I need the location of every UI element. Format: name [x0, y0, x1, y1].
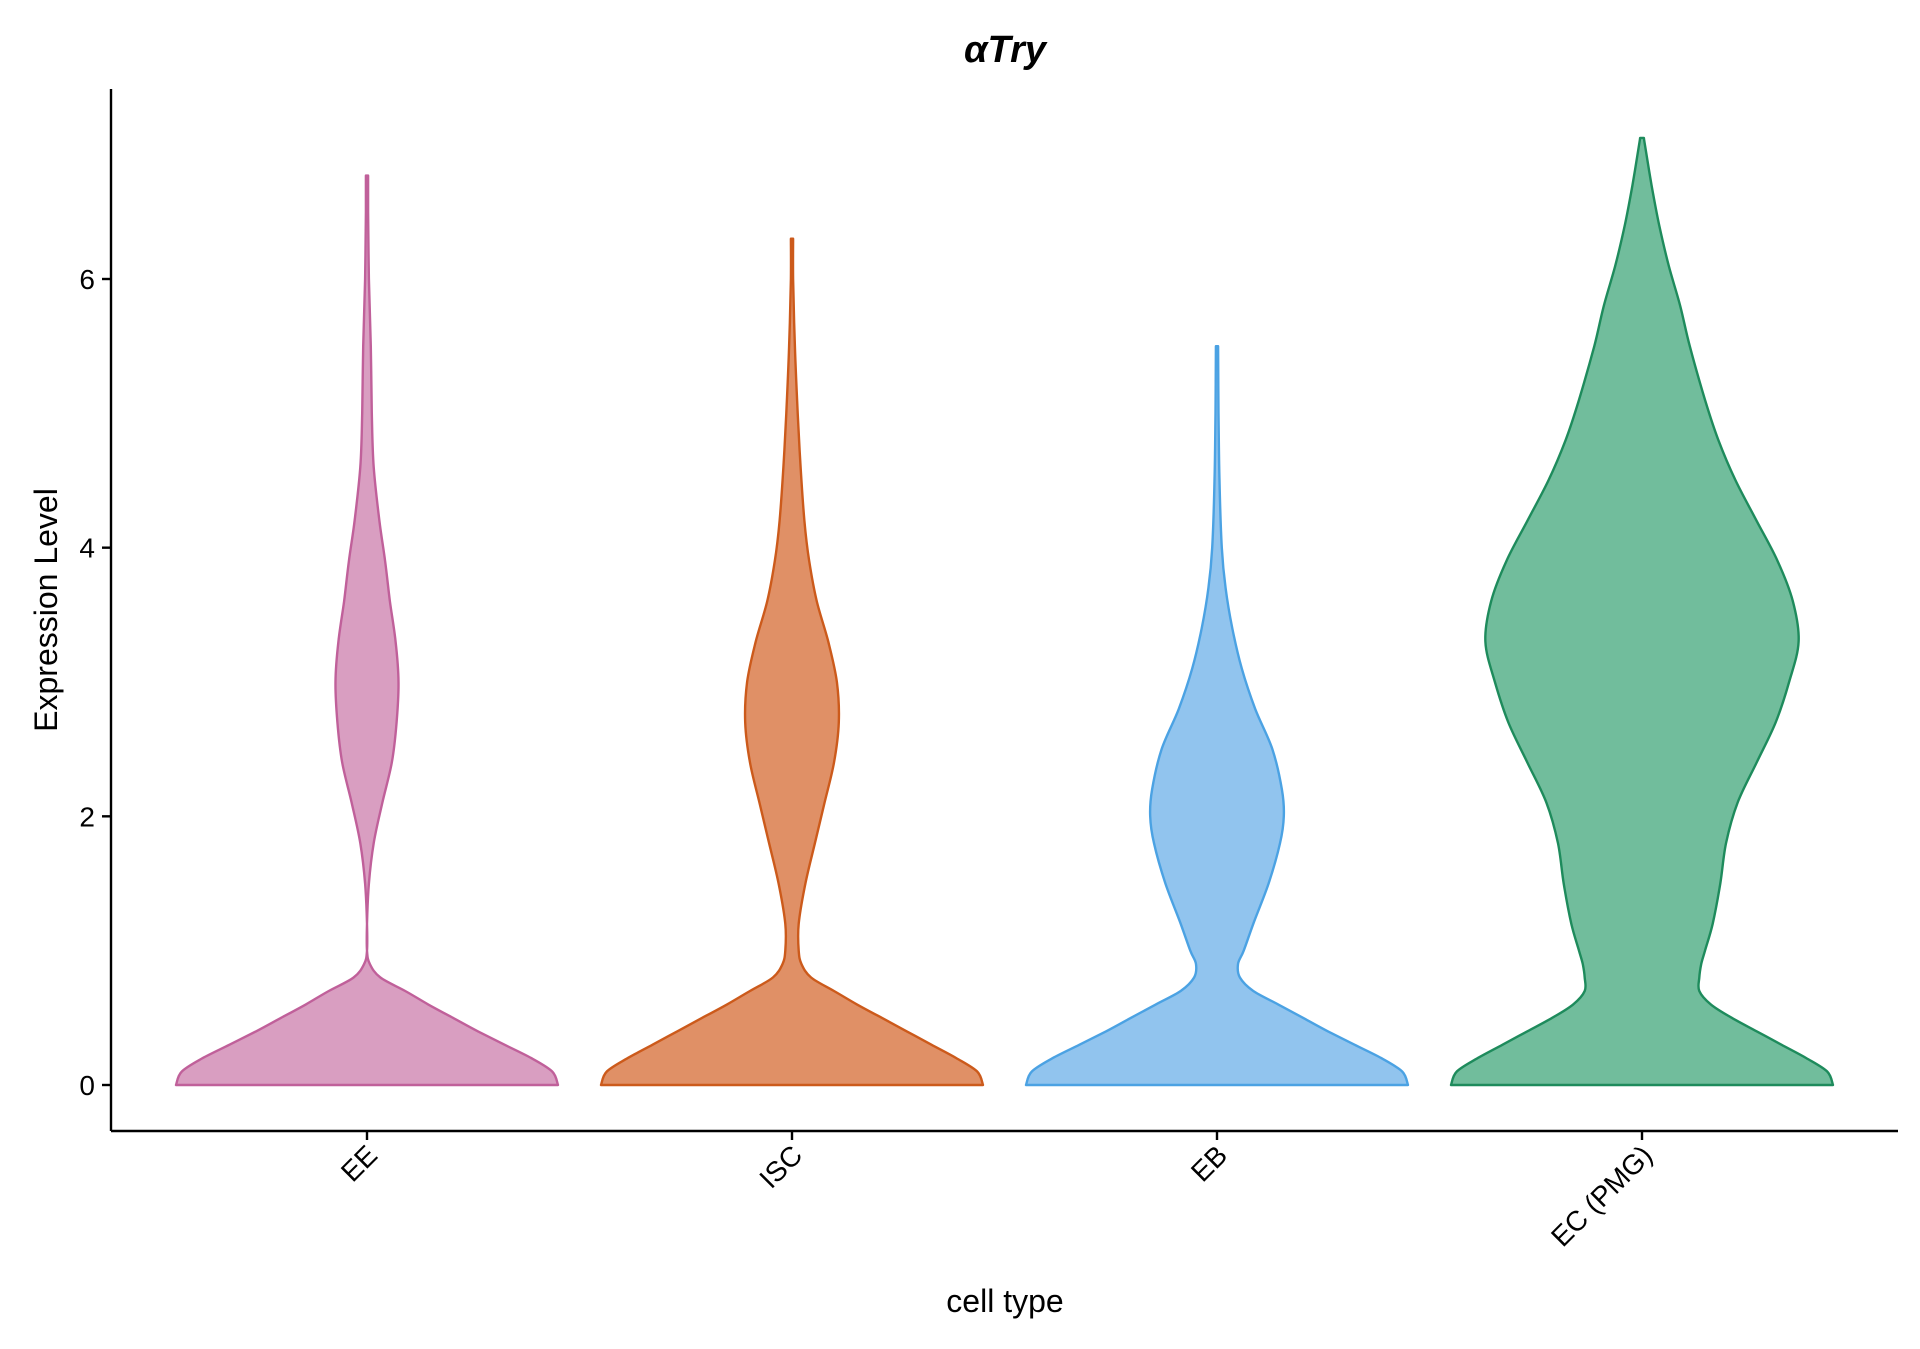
y-tick-label: 4: [79, 533, 95, 564]
x-axis-title: cell type: [946, 1283, 1063, 1319]
chart-title: αTry: [964, 29, 1048, 71]
violin-ec-pmg: [1449, 136, 1835, 1087]
y-tick-label: 2: [79, 801, 95, 832]
x-tick-label: ISC: [753, 1139, 808, 1194]
y-tick-label: 0: [79, 1070, 95, 1101]
y-axis-title: Expression Level: [28, 488, 64, 732]
violin-ee: [174, 174, 560, 1087]
x-tick-label: EE: [335, 1139, 383, 1187]
x-tick-label: EC (PMG): [1545, 1139, 1658, 1252]
y-tick-label: 6: [79, 264, 95, 295]
x-ticks-group: EE ISC EB EC (PMG): [335, 1131, 1658, 1253]
x-tick-label: EB: [1185, 1139, 1233, 1187]
y-ticks-group: 0 2 4 6: [79, 264, 111, 1101]
violin-eb: [1024, 345, 1410, 1087]
violins-group: [174, 136, 1835, 1087]
violin-isc: [599, 237, 985, 1087]
